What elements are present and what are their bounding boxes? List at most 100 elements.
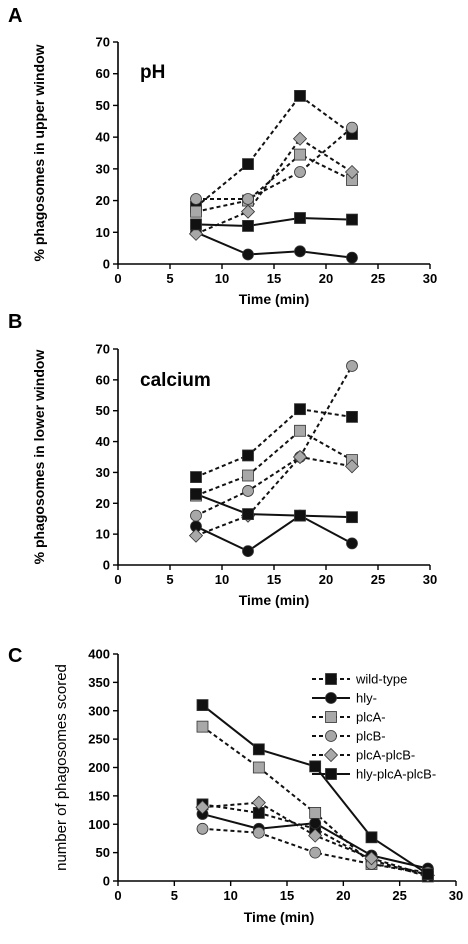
legend-marker	[325, 692, 337, 704]
series-line-wild-type	[195, 94, 353, 208]
data-point-hly-plcA-plcB-	[365, 831, 378, 844]
data-point-plcA-plcB-	[292, 131, 308, 146]
series-line-plcB-	[202, 827, 428, 874]
x-tick-label: 30	[423, 572, 437, 587]
legend-marker	[325, 673, 337, 685]
data-point-hly-plcA-plcB-	[242, 220, 254, 232]
series-line-plcA-	[195, 429, 353, 497]
data-point-plcB-	[252, 826, 265, 839]
data-point-hly-	[242, 545, 254, 558]
data-point-plcA-	[242, 469, 254, 482]
y-axis-label: % phagosomes in upper window	[31, 44, 47, 261]
y-tick-label: 400	[88, 647, 110, 662]
y-tick-label: 0	[103, 874, 110, 889]
series-line-plcB-	[195, 365, 353, 517]
x-axis-label: Time (min)	[239, 291, 310, 307]
data-point-plcA-	[196, 720, 209, 733]
x-tick-label: 20	[319, 572, 333, 587]
data-point-plcA-plcB-	[364, 851, 379, 866]
data-point-plcB-	[190, 509, 202, 522]
x-tick-label: 10	[223, 888, 237, 903]
data-point-hly-	[309, 817, 322, 830]
y-tick-label: 50	[96, 403, 110, 418]
data-point-wild-type	[346, 410, 358, 423]
legend-label: plcA-	[356, 710, 386, 725]
y-tick-label: 100	[88, 817, 110, 832]
series-line-plcA-plcB-	[195, 455, 353, 537]
series-line-hly-plcA-plcB-	[195, 493, 353, 519]
y-tick-label: 60	[96, 66, 110, 81]
y-tick-label: 20	[96, 496, 110, 511]
data-point-hly-plcA-plcB-	[196, 699, 209, 711]
data-point-plcB-	[242, 193, 254, 205]
x-tick-label: 0	[114, 271, 121, 286]
legend-label: hly-plcA-plcB-	[356, 767, 436, 782]
data-point-hly-plcA-plcB-	[309, 760, 322, 773]
data-point-hly-	[294, 245, 306, 258]
series-line-hly-	[195, 231, 353, 259]
data-point-plcB-	[346, 360, 358, 372]
x-tick-label: 15	[280, 888, 294, 903]
legend-label: hly-	[356, 691, 377, 706]
x-tick-label: 0	[114, 888, 121, 903]
y-tick-label: 350	[88, 675, 110, 690]
data-point-plcA-plcB-	[344, 164, 360, 180]
x-tick-label: 15	[267, 271, 281, 286]
y-tick-label: 300	[88, 703, 110, 718]
data-point-plcA-plcB-	[344, 459, 360, 474]
y-tick-label: 50	[96, 98, 110, 113]
data-point-plcA-	[294, 424, 306, 437]
y-tick-label: 30	[96, 161, 110, 176]
y-tick-label: 70	[96, 342, 110, 357]
y-axis-label: % phagosomes in lower window	[31, 350, 47, 565]
panel-title: pH	[140, 62, 165, 83]
data-point-plcB-	[242, 485, 254, 497]
data-point-wild-type	[242, 158, 254, 171]
data-point-hly-plcA-plcB-	[294, 509, 306, 522]
legend-marker	[325, 730, 337, 742]
legend-marker	[323, 747, 339, 763]
data-point-wild-type	[294, 90, 306, 102]
y-tick-label: 20	[96, 193, 110, 208]
data-point-plcA-	[294, 148, 306, 161]
data-point-plcA-	[309, 807, 322, 819]
data-point-hly-plcA-plcB-	[346, 213, 358, 226]
y-tick-label: 60	[96, 372, 110, 387]
data-point-hly-plcA-plcB-	[252, 743, 265, 756]
y-tick-label: 70	[96, 35, 110, 50]
data-point-wild-type	[294, 403, 306, 416]
data-point-hly-plcA-plcB-	[421, 868, 434, 881]
x-tick-label: 5	[166, 572, 173, 587]
x-tick-label: 5	[166, 271, 173, 286]
series-line-hly-	[195, 514, 353, 553]
y-tick-label: 10	[96, 527, 110, 542]
y-tick-label: 50	[96, 845, 110, 860]
panel-title: calcium	[140, 370, 211, 391]
x-tick-label: 10	[215, 572, 229, 587]
data-point-hly-plcA-plcB-	[242, 508, 254, 520]
data-point-hly-plcA-plcB-	[190, 218, 202, 231]
series-line-plcA-plcB-	[195, 137, 353, 235]
series-line-plcA-	[195, 153, 353, 213]
data-point-plcA-	[252, 761, 265, 774]
x-axis-label: Time (min)	[244, 909, 315, 925]
x-tick-label: 25	[371, 572, 385, 587]
data-point-hly-	[346, 537, 358, 550]
panel-letter: A	[8, 5, 22, 27]
data-point-hly-plcA-plcB-	[190, 488, 202, 500]
panel-letter: C	[8, 645, 22, 667]
series-line-hly-plcA-plcB-	[195, 217, 353, 227]
x-tick-label: 25	[371, 271, 385, 286]
x-tick-label: 30	[423, 271, 437, 286]
x-tick-label: 30	[449, 888, 463, 903]
y-axis-label: number of phagosomes scored	[53, 664, 70, 871]
data-point-plcB-	[346, 121, 358, 134]
data-point-plcA-plcB-	[308, 828, 323, 843]
data-point-wild-type	[190, 471, 202, 483]
data-point-hly-plcA-plcB-	[346, 511, 358, 524]
y-tick-label: 150	[88, 788, 110, 803]
x-tick-label: 20	[319, 271, 333, 286]
data-point-hly-	[346, 251, 358, 264]
y-tick-label: 30	[96, 465, 110, 480]
